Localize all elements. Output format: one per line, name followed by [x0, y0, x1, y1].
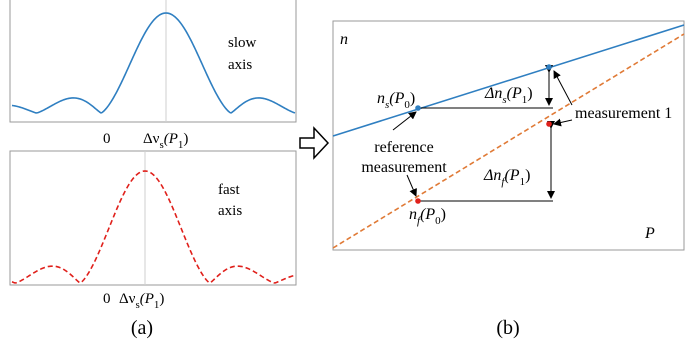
measurement1-label: measurement 1 — [575, 105, 672, 122]
fast-axis-label-line1: fast — [218, 182, 240, 198]
hollow-arrow-icon — [299, 126, 330, 160]
refractive-index-diagram: n P ns(P0) nf(P0) Δns(P1) Δnf(P1) refere… — [332, 20, 685, 251]
slow-index-line — [332, 24, 685, 137]
reference-label-line2: measurement — [361, 159, 447, 176]
delta-nf-label: Δnf(P1) — [483, 167, 530, 188]
axis-label-n: n — [340, 31, 348, 48]
nf-p1-point — [546, 121, 552, 127]
reference-arrow-upper — [392, 111, 417, 131]
fast-axis-plot: fast axis 0 Δνs(P1) — [9, 150, 297, 311]
slow-axis-tick-delta: Δνs(P1) — [143, 131, 188, 151]
ns-p0-label: ns(P0) — [377, 90, 415, 111]
axis-label-p: P — [644, 225, 655, 242]
reference-label-line1: reference — [374, 139, 434, 156]
delta-ns-label: Δns(P1) — [484, 85, 533, 106]
ns-p0-point — [415, 105, 421, 111]
caption-a: (a) — [131, 317, 153, 339]
ns-p1-point — [546, 64, 552, 70]
caption-b: (b) — [496, 317, 519, 339]
fast-axis-label-line2: axis — [218, 203, 242, 219]
nf-p0-label: nf(P0) — [409, 206, 446, 227]
slow-axis-plot: slow axis 0 Δνs(P1) — [9, 0, 297, 151]
slow-axis-label-line2: axis — [228, 57, 252, 73]
measurement1-arrow-upper — [553, 70, 573, 106]
fast-axis-tick-delta: Δνs(P1) — [119, 291, 164, 311]
fast-axis-frame — [9, 150, 297, 286]
slow-axis-frame — [9, 0, 297, 123]
diagram-frame — [332, 20, 685, 251]
slow-axis-tick-zero: 0 — [103, 131, 111, 147]
reference-arrow-lower — [406, 174, 417, 197]
slow-axis-curve — [11, 12, 296, 114]
measurement1-arrow-lower — [553, 118, 573, 127]
fast-axis-tick-zero: 0 — [103, 291, 111, 307]
slow-axis-label-line1: slow — [228, 35, 257, 51]
fast-axis-curve — [11, 170, 296, 284]
fast-index-line — [332, 33, 685, 249]
nf-p0-point — [415, 198, 421, 204]
